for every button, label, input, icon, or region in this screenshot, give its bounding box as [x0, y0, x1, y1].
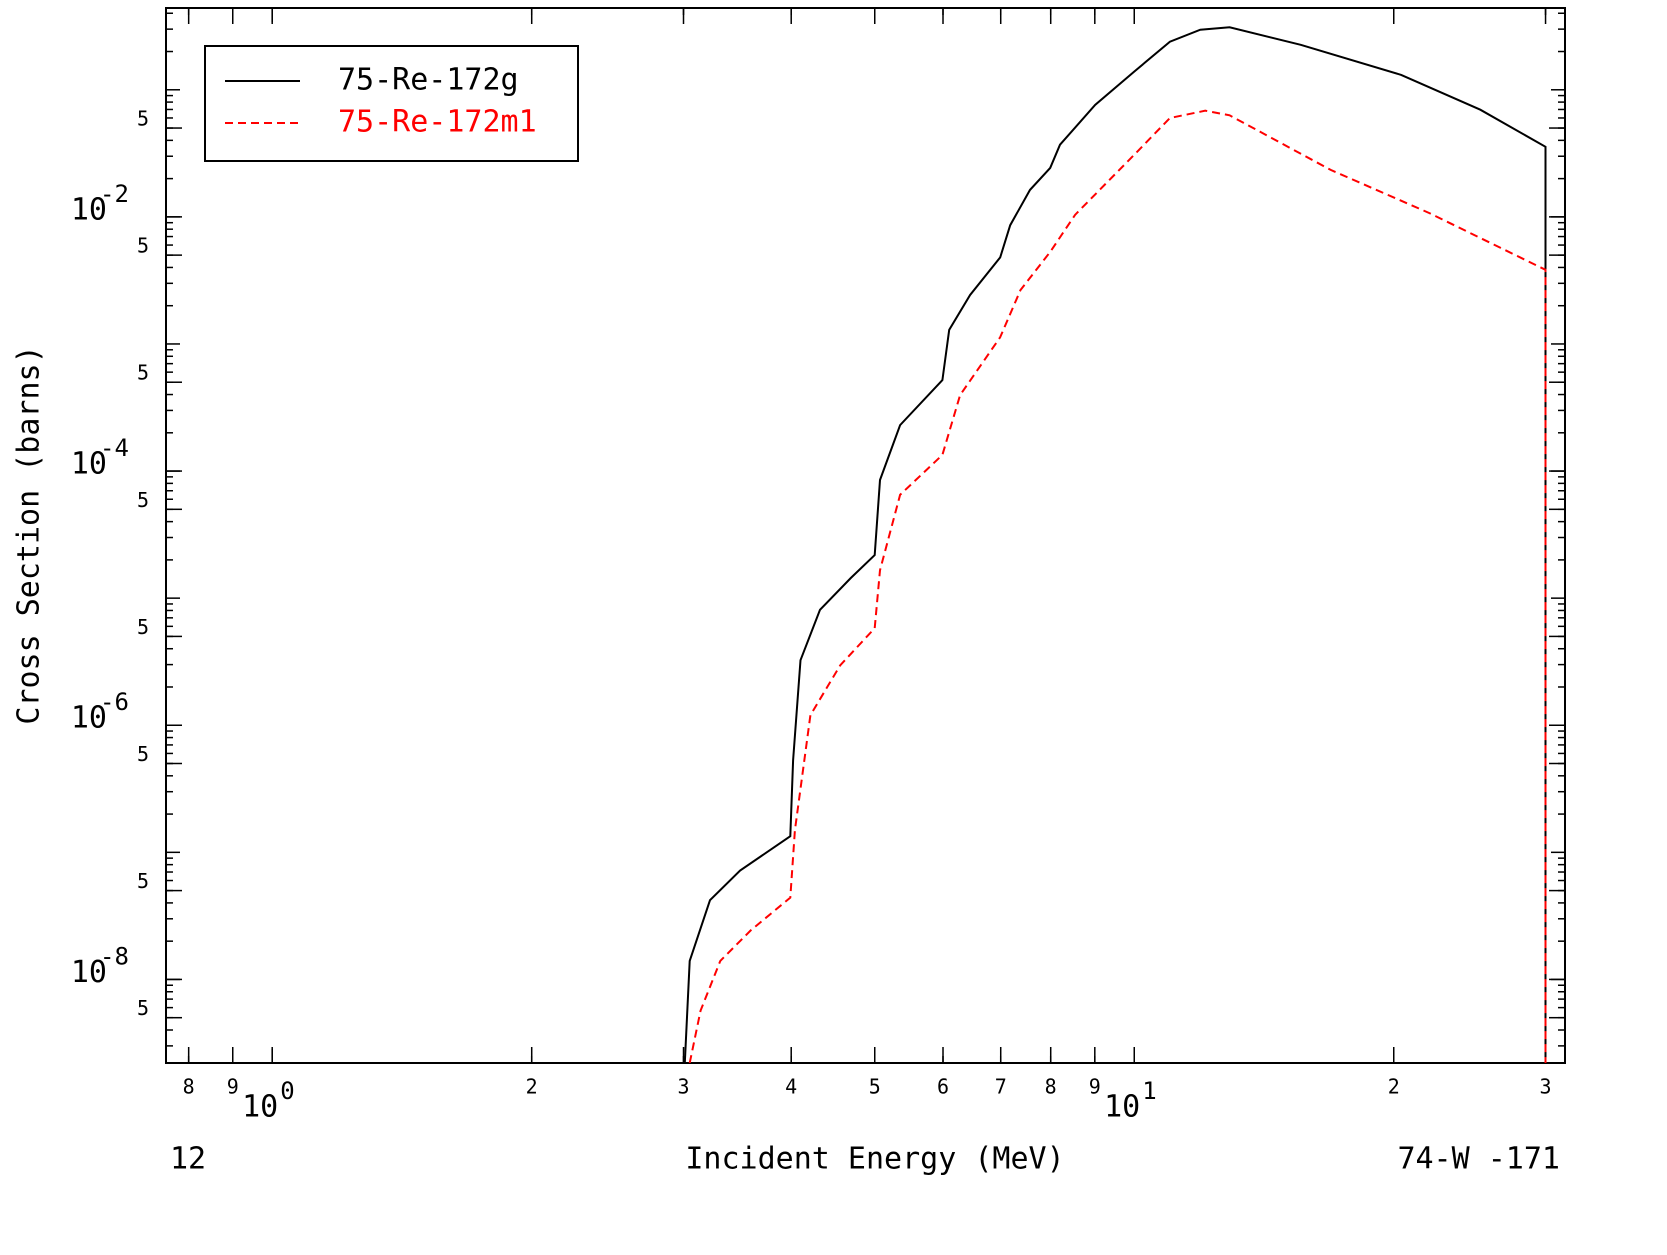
y-tick-label: 10 — [71, 701, 107, 736]
x-tick-label-exponent: 0 — [280, 1077, 294, 1105]
x-tick-label: 8 — [183, 1075, 195, 1099]
legend-box — [204, 45, 579, 162]
y-tick-label: 5 — [137, 361, 149, 385]
y-tick-label: 10 — [71, 447, 107, 482]
y-tick-label: 5 — [137, 488, 149, 512]
series-line — [683, 26, 1547, 1063]
x-axis-label: Incident Energy (MeV) — [685, 1142, 1064, 1177]
legend-label: 75-Re-172m1 — [338, 105, 537, 140]
plot-frame — [165, 7, 1566, 1064]
x-tick-label: 2 — [1388, 1075, 1400, 1099]
x-tick-label: 3 — [677, 1075, 689, 1099]
y-tick-label-exponent: -8 — [100, 942, 129, 970]
y-tick-label: 10 — [71, 192, 107, 227]
x-tick-label: 10 — [1104, 1090, 1140, 1125]
x-tick-label: 3 — [1540, 1075, 1552, 1099]
footer-right: 74-W -171 — [1397, 1142, 1560, 1177]
footer-left: 12 — [170, 1142, 206, 1177]
y-tick-label: 10 — [71, 955, 107, 990]
x-tick-label: 2 — [526, 1075, 538, 1099]
x-tick-label: 6 — [937, 1075, 949, 1099]
y-tick-label-exponent: -4 — [100, 434, 129, 462]
x-tick-label: 9 — [227, 1075, 239, 1099]
x-tick-label: 10 — [242, 1090, 278, 1125]
y-tick-label: 5 — [137, 234, 149, 258]
y-tick-label: 5 — [137, 615, 149, 639]
y-tick-label: 5 — [137, 107, 149, 131]
x-tick-label: 7 — [995, 1075, 1007, 1099]
y-tick-label: 5 — [137, 742, 149, 766]
y-tick-label: 5 — [137, 869, 149, 893]
x-tick-label-exponent: 1 — [1142, 1077, 1156, 1105]
x-tick-label: 5 — [869, 1075, 881, 1099]
x-tick-label: 9 — [1089, 1075, 1101, 1099]
y-tick-label: 5 — [137, 996, 149, 1020]
y-axis-label: Cross Section (barns) — [12, 345, 47, 724]
y-tick-label-exponent: -2 — [100, 180, 129, 208]
legend-label: 75-Re-172g — [338, 63, 519, 98]
series-line — [688, 109, 1547, 1063]
x-tick-label: 4 — [785, 1075, 797, 1099]
y-tick-label-exponent: -6 — [100, 688, 129, 716]
x-tick-label: 8 — [1045, 1075, 1057, 1099]
